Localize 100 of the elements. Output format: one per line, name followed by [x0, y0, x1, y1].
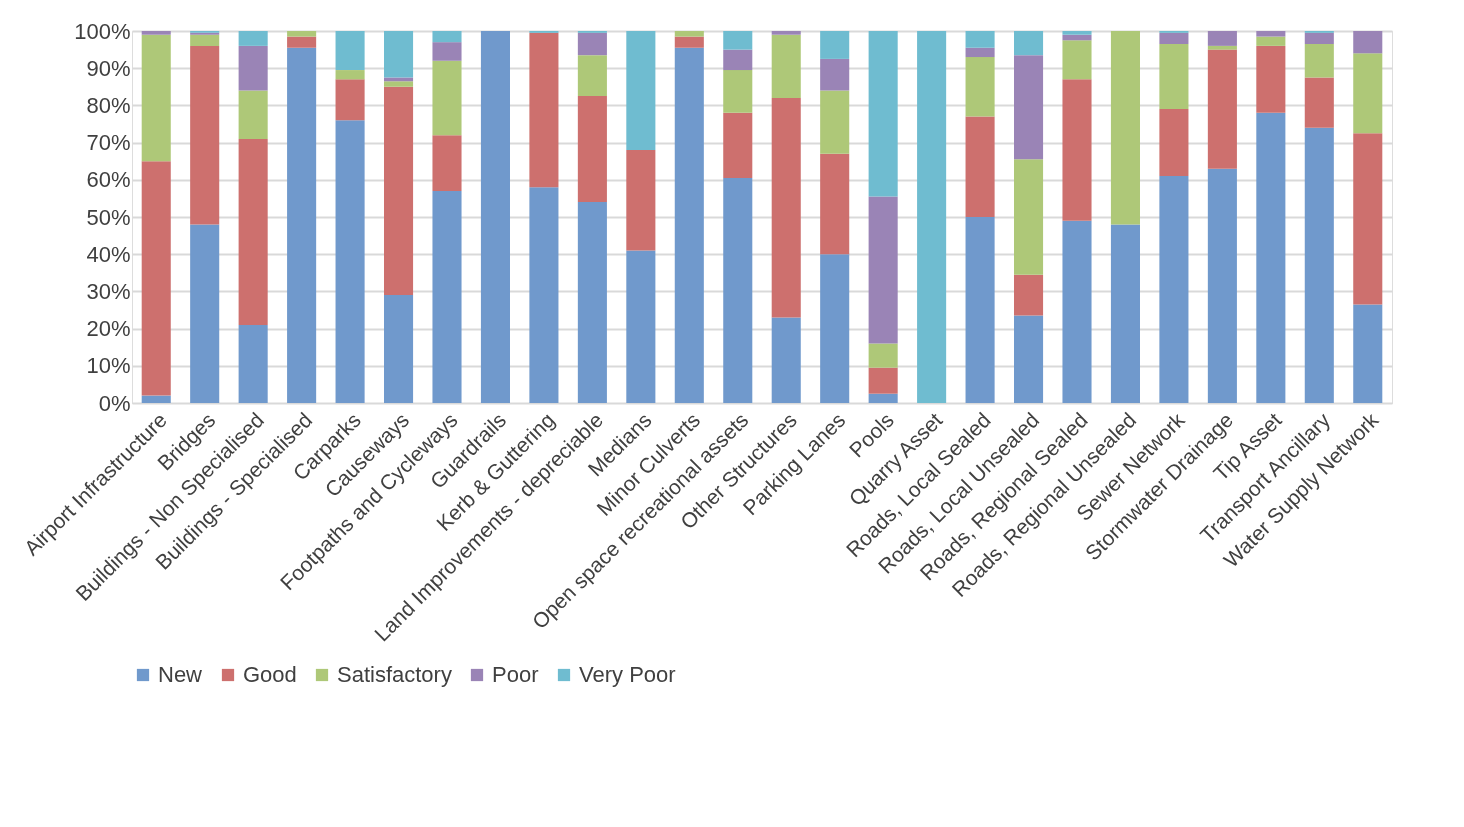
y-tick-label: 20% [86, 316, 131, 342]
bar [820, 31, 850, 59]
bar [674, 36, 704, 48]
bar [335, 70, 365, 80]
bar [432, 190, 462, 403]
bar [432, 60, 462, 136]
bar [674, 47, 704, 403]
bar [771, 34, 801, 98]
bar [141, 161, 171, 396]
y-tick-label: 70% [86, 130, 131, 156]
bar [190, 224, 220, 403]
bar [723, 31, 753, 50]
bar [771, 31, 801, 35]
bar [1014, 55, 1044, 160]
bar [1062, 79, 1092, 221]
bar [529, 32, 559, 188]
bar [1207, 168, 1237, 403]
bar [335, 79, 365, 121]
bar [965, 217, 995, 403]
bar [626, 31, 656, 151]
bar [723, 112, 753, 178]
bar [965, 47, 995, 58]
bar [965, 57, 995, 117]
bar [1062, 40, 1092, 80]
bar [1256, 112, 1286, 403]
bar [771, 317, 801, 403]
bar [820, 254, 850, 403]
y-tick-label: 10% [86, 353, 131, 379]
y-tick-label: 50% [86, 204, 131, 230]
bar [1353, 304, 1383, 403]
bar [238, 45, 268, 91]
bar [577, 55, 607, 97]
bar [1062, 220, 1092, 403]
bar [868, 393, 898, 403]
bar [432, 31, 462, 43]
bar [1353, 133, 1383, 305]
y-tick-label: 0% [98, 390, 131, 416]
y-tick-label: 100% [74, 18, 131, 44]
bar [141, 31, 171, 35]
bar [141, 395, 171, 403]
bar [723, 177, 753, 403]
bar [577, 32, 607, 56]
bar [1256, 31, 1286, 37]
legend-label: Poor [492, 662, 539, 687]
bar [287, 47, 317, 403]
bar [868, 367, 898, 394]
bar [1062, 34, 1092, 41]
bar [1159, 176, 1189, 403]
legend-label: New [158, 662, 203, 687]
bar [238, 138, 268, 325]
bar [917, 31, 947, 403]
bar [384, 81, 414, 87]
y-tick-label: 40% [86, 241, 131, 267]
bar [1304, 32, 1334, 45]
bar [1256, 45, 1286, 113]
bar [335, 31, 365, 71]
bar [868, 343, 898, 368]
bar [868, 31, 898, 197]
bar [1110, 224, 1140, 403]
bar [577, 96, 607, 203]
bar [868, 196, 898, 344]
bar [287, 36, 317, 48]
bar [674, 31, 704, 37]
bar [480, 31, 510, 403]
bar [1304, 44, 1334, 78]
bar [1304, 127, 1334, 403]
bar [577, 202, 607, 403]
bar [287, 31, 317, 37]
bar [771, 97, 801, 318]
y-tick-label: 30% [86, 278, 131, 304]
bar [723, 70, 753, 113]
bar [626, 250, 656, 403]
bar [965, 116, 995, 217]
bar [384, 295, 414, 403]
bar [1014, 315, 1044, 403]
bar [1207, 49, 1237, 169]
bar [965, 31, 995, 48]
bar [529, 187, 559, 403]
bar [1207, 31, 1237, 46]
bar [238, 324, 268, 403]
bar [1207, 45, 1237, 50]
bar [1014, 31, 1044, 56]
bar [1159, 44, 1189, 110]
bar [238, 90, 268, 139]
legend-label: Good [243, 662, 297, 687]
y-tick-label: 90% [86, 55, 131, 81]
bar [820, 153, 850, 255]
bar [723, 49, 753, 71]
bar [1014, 274, 1044, 316]
bar [1014, 159, 1044, 275]
bar [1062, 31, 1092, 35]
bar [626, 150, 656, 251]
bar [141, 34, 171, 162]
bar [432, 42, 462, 61]
bar [1159, 32, 1189, 45]
bar [335, 120, 365, 403]
bar [1353, 31, 1383, 54]
bar [820, 90, 850, 154]
legend-label: Satisfactory [337, 662, 452, 687]
y-tick-label: 80% [86, 92, 131, 118]
